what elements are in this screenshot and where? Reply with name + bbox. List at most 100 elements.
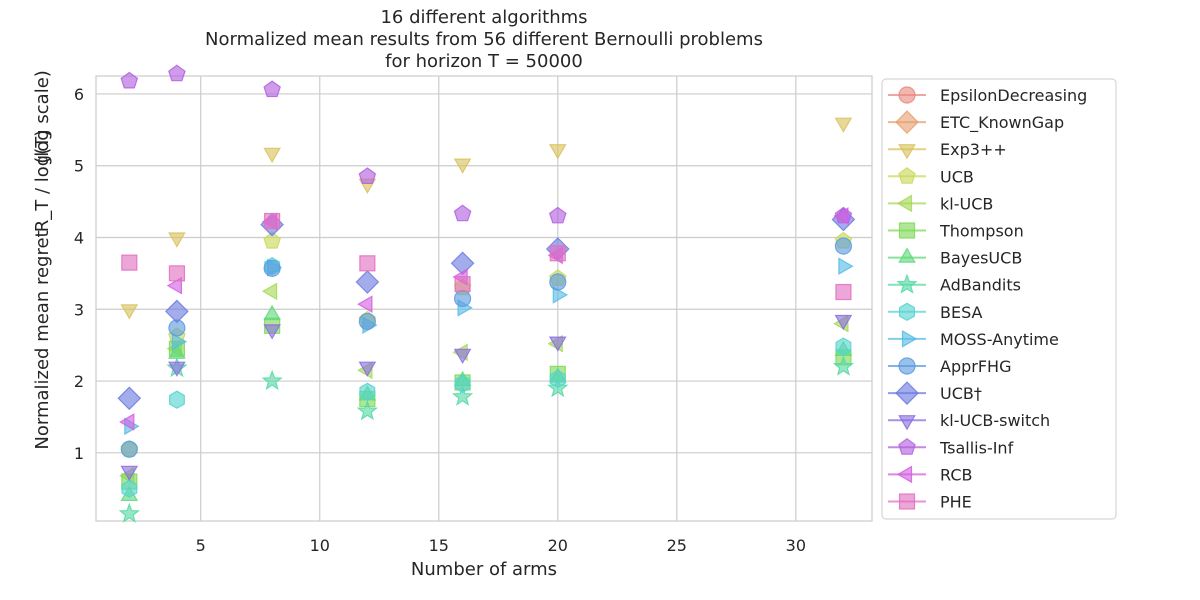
data-point	[166, 276, 182, 295]
legend-item: PHE	[888, 493, 972, 512]
legend-item: BayesUCB	[888, 247, 1022, 268]
legend-marker	[898, 144, 916, 160]
legend-item: kl-UCB	[888, 194, 993, 213]
y-tick-label: 4	[74, 228, 84, 247]
x-axis-label: Number of arms	[411, 559, 557, 580]
data-point	[263, 324, 281, 340]
data-point	[356, 399, 379, 421]
series-12	[120, 314, 853, 481]
data-point	[119, 413, 135, 431]
legend-marker	[898, 302, 916, 321]
series-8	[121, 257, 852, 498]
data-point	[118, 502, 141, 523]
legend-label: AdBandits	[940, 276, 1021, 295]
data-markers	[117, 64, 856, 523]
legend-marker	[895, 381, 919, 405]
legend-marker	[895, 110, 919, 134]
x-tick-label: 10	[310, 536, 330, 555]
data-point	[548, 144, 567, 160]
data-point	[453, 158, 472, 174]
series-7	[118, 355, 855, 523]
legend-marker	[898, 86, 916, 104]
y-tick-label: 3	[74, 300, 84, 319]
data-point	[358, 361, 377, 377]
series-4	[119, 282, 849, 485]
legend-label: ApprFHG	[940, 357, 1011, 376]
data-point	[261, 369, 283, 391]
data-point	[171, 332, 188, 351]
legend-label: BayesUCB	[940, 249, 1022, 268]
data-point	[261, 282, 278, 301]
legend-marker	[898, 357, 916, 375]
legend-marker	[901, 330, 918, 348]
data-point	[833, 207, 849, 225]
series-3	[120, 231, 853, 457]
data-point	[169, 390, 185, 409]
title-line-3: for horizon T = 50000	[385, 51, 583, 72]
data-point	[454, 276, 471, 293]
data-point	[453, 289, 472, 308]
data-point	[264, 212, 281, 230]
legend-marker	[898, 247, 916, 263]
legend-label: UCB	[940, 167, 974, 186]
data-point	[832, 355, 855, 376]
data-point	[263, 80, 281, 98]
x-tick-label: 20	[548, 536, 568, 555]
grid	[96, 76, 872, 521]
legend-item: ApprFHG	[888, 357, 1011, 376]
data-point	[359, 255, 376, 272]
data-point	[834, 314, 853, 331]
plot-area-frame	[95, 75, 873, 522]
y-tick-label: 1	[74, 444, 84, 463]
series-14	[119, 207, 849, 431]
data-point	[120, 71, 139, 89]
x-tick-label: 25	[667, 536, 687, 555]
x-tick-label: 5	[196, 536, 206, 555]
legend-marker	[898, 415, 916, 431]
data-point	[263, 304, 281, 321]
chart-title: 16 different algorithms Normalized mean …	[205, 7, 763, 72]
data-point	[168, 232, 186, 248]
data-point	[548, 206, 567, 224]
legend-item: AdBandits	[888, 273, 1021, 295]
legend-label: kl-UCB	[940, 194, 993, 213]
data-point	[838, 257, 854, 276]
legend-label: EpsilonDecreasing	[940, 86, 1087, 105]
data-point	[834, 237, 853, 255]
legend-label: UCB†	[940, 384, 982, 403]
title-line-1: 16 different algorithms	[380, 7, 587, 28]
legend-item: RCB	[888, 465, 972, 484]
legend-marker	[898, 493, 916, 510]
series-6	[120, 304, 853, 501]
series-15	[121, 212, 852, 301]
y-tick-labels: 1 2 3 4 5 6	[74, 85, 84, 463]
legend-marker	[896, 465, 913, 484]
data-point	[121, 479, 138, 498]
data-point	[548, 336, 567, 352]
legend-marker	[898, 167, 916, 184]
legend-marker	[896, 194, 913, 213]
legend-label: BESA	[940, 303, 983, 322]
data-point	[263, 147, 281, 164]
legend-label: Thompson	[939, 222, 1024, 241]
data-point	[552, 286, 568, 304]
legend-item: EpsilonDecreasing	[888, 86, 1087, 105]
legend-frame	[881, 78, 1117, 520]
legend-label: MOSS-Anytime	[940, 330, 1059, 349]
legend-label: ETC_KnownGap	[940, 113, 1064, 133]
data-point	[359, 382, 376, 401]
data-point	[358, 312, 376, 331]
legend-label: Tsallis-Inf	[939, 438, 1014, 457]
legend-item: UCB	[888, 167, 974, 186]
legend-item: Exp3++	[888, 140, 1007, 160]
data-point	[357, 295, 373, 314]
y-axis-label-suffix: (log scale)	[32, 70, 53, 164]
data-point	[451, 385, 474, 406]
data-point	[263, 231, 281, 249]
x-tick-label: 30	[786, 536, 806, 555]
legend-marker	[898, 222, 916, 239]
legend-item: UCB†	[888, 381, 982, 405]
data-point	[120, 304, 139, 320]
legend-label: RCB	[940, 465, 972, 484]
